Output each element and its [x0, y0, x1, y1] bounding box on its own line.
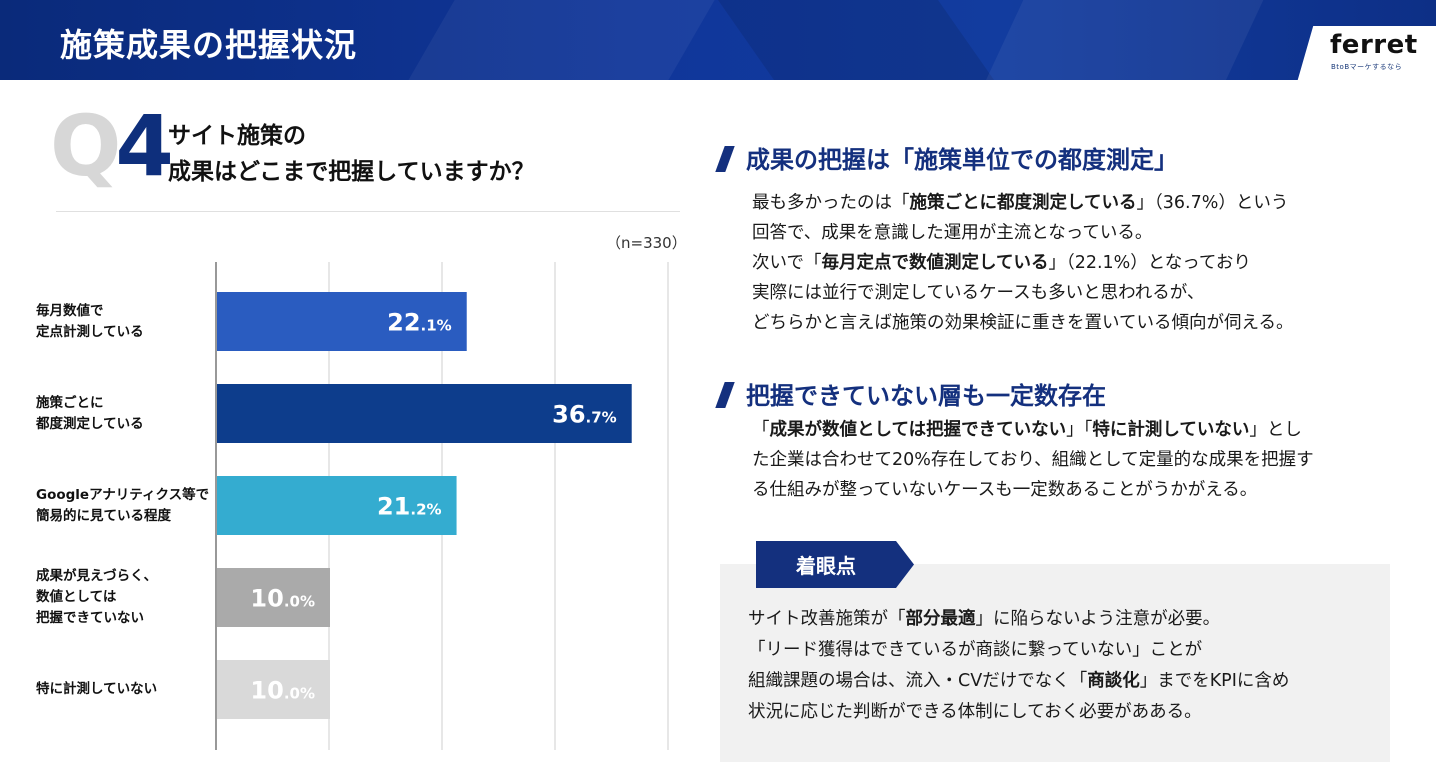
category-label-line: 成果が見えづらく、: [36, 568, 158, 584]
category-label: 特に計測していない: [36, 679, 216, 700]
category-label-line: 数値としては: [36, 589, 117, 605]
category-label: Googleアナリティクス等で 簡易的に見ている程度: [36, 485, 216, 527]
data-label: 36.7%: [552, 401, 617, 429]
divider: [56, 211, 680, 212]
ferret-logo[interactable]: ferret: [1330, 30, 1418, 60]
data-label: 21.2%: [377, 493, 442, 521]
data-label: 22.1%: [387, 309, 452, 337]
text-line: 状況に応じた判断ができる体制にしておく必要があある。: [748, 702, 1202, 722]
text-line: 次いで「毎月定点で数値測定している」（22.1%）となっており: [752, 253, 1251, 273]
header-decoration: [703, 0, 1037, 80]
note-tag: [756, 541, 914, 588]
category-label-line: 簡易的に見ている程度: [36, 507, 171, 524]
category-label: 毎月数値で定点計測している: [36, 301, 216, 343]
text-line: る仕組みが整っていないケースも一定数あることがうかがえる。: [752, 480, 1258, 500]
section1-body: 最も多かったのは「施策ごとに都度測定している」（36.7%）という 回答で、成果…: [752, 188, 1293, 338]
bar: [217, 660, 330, 719]
text-line: 「リード獲得はできているが商談に繋っていない」ことが: [748, 640, 1203, 660]
section2-heading: 把握できていない層も一定数存在: [715, 376, 1106, 411]
question-line-2: 成果はどこまで把握していますか？: [168, 159, 535, 185]
question-letter: Q: [50, 97, 122, 195]
category-label-line: 定点計測している: [36, 323, 144, 340]
category-label-line: 把握できていない: [36, 610, 144, 626]
category-label: 施策ごとに都度測定している: [36, 393, 216, 435]
category-label-line: 施策ごとに: [36, 394, 104, 411]
data-label: 10.0%: [250, 585, 315, 613]
category-label-line: 特に計測していない: [36, 681, 158, 697]
heading-slash-icon: [715, 382, 735, 408]
question-digit: 4: [115, 97, 174, 195]
text-line: サイト改善施策が「部分最適」に陥らないよう注意が必要。: [748, 609, 1221, 629]
question-text: サイト施策の 成果はどこまで把握していますか？: [168, 118, 535, 190]
text-line: 実際には並行で測定しているケースも多いと思われるが、: [752, 283, 1205, 303]
text-line: 「成果が数値としては把握できていない」「特に計測していない」とし: [752, 420, 1302, 440]
data-label: 10.0%: [250, 677, 315, 705]
text-line: 組織課題の場合は、流入・CVだけでなく「商談化」までをKPIに含め: [748, 671, 1290, 691]
text-line: た企業は合わせて20%存在しており、組織として定量的な成果を把握す: [752, 450, 1314, 470]
header-bar: [0, 0, 1436, 80]
sample-size: （n=330）: [606, 234, 687, 252]
question-number: Q4: [50, 104, 174, 188]
text-line: 最も多かったのは「施策ごとに都度測定している」（36.7%）という: [752, 193, 1289, 213]
note-tag-label: 着眼点: [796, 554, 856, 578]
question-line-1: サイト施策の: [168, 123, 306, 149]
note-box: [720, 564, 1390, 762]
header-decoration: [962, 0, 1278, 80]
category-label-line: Googleアナリティクス等で: [36, 486, 210, 503]
page-title: 施策成果の把握状況: [60, 26, 358, 64]
text-line: どちらかと言えば施策の効果検証に重きを置いている傾向が伺える。: [752, 313, 1294, 333]
category-label-line: 毎月数値で: [36, 302, 104, 319]
section2-body: 「成果が数値としては把握できていない」「特に計測していない」とし た企業は合わせ…: [752, 415, 1314, 505]
category-label: 成果が見えづらく、 数値としては把握できていない: [36, 566, 216, 629]
logo-tagline: BtoBマーケするなら: [1331, 63, 1403, 71]
category-label-line: 都度測定している: [36, 415, 144, 432]
heading-slash-icon: [715, 146, 735, 172]
bar: [217, 568, 330, 627]
bar-chart: 22.1% 36.7% 21.2% 10.0% 10.0%: [215, 262, 669, 750]
text-line: 回答で、成果を意識した運用が主流となっている。: [752, 223, 1153, 243]
bar: [217, 476, 457, 535]
bar: [217, 384, 632, 443]
bar: [217, 292, 467, 351]
note-body: サイト改善施策が「部分最適」に陥らないよう注意が必要。 「リード獲得はできている…: [748, 604, 1289, 728]
section1-heading: 成果の把握は「施策単位での都度測定」: [715, 140, 1178, 175]
